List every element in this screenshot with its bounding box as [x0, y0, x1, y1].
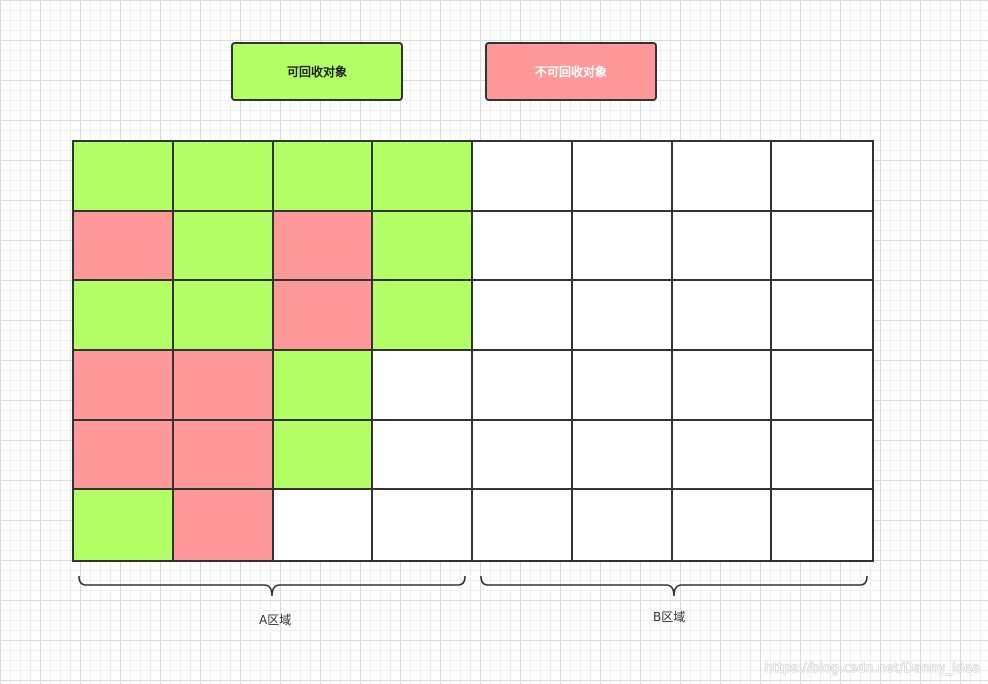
legend-recyclable-label: 可回收对象: [286, 65, 347, 79]
legend-non-recyclable-label: 不可回收对象: [534, 65, 607, 79]
recyclable-cell: [373, 211, 473, 282]
empty-cell: [772, 142, 872, 212]
recyclable-cell: [173, 281, 274, 351]
empty-cell: [572, 490, 673, 560]
recyclable-cell: [273, 142, 374, 212]
recyclable-cell: [373, 142, 473, 212]
legend-recyclable: 可回收对象: [231, 42, 403, 101]
non-recyclable-cell: [173, 490, 274, 560]
watermark: https://blog.csdn.net/Danny_idea: [764, 661, 980, 676]
recyclable-cell: [173, 211, 274, 282]
region-b-label: B区域: [653, 610, 686, 624]
empty-cell: [572, 281, 673, 351]
empty-cell: [672, 420, 773, 491]
empty-cell: [473, 142, 573, 212]
non-recyclable-cell: [173, 350, 274, 421]
empty-cell: [772, 420, 872, 491]
empty-cell: [672, 281, 773, 351]
empty-cell: [572, 420, 673, 491]
recyclable-cell: [173, 142, 274, 212]
legend-non-recyclable: 不可回收对象: [485, 42, 657, 101]
non-recyclable-cell: [173, 420, 274, 491]
empty-cell: [572, 350, 673, 421]
memory-grid: [72, 140, 874, 562]
recyclable-cell: [74, 281, 174, 351]
empty-cell: [672, 350, 773, 421]
region-a-label: A区域: [259, 613, 292, 627]
empty-cell: [672, 142, 773, 212]
recyclable-cell: [373, 281, 473, 351]
empty-cell: [572, 142, 673, 212]
region-a-brace: [78, 575, 466, 597]
empty-cell: [772, 490, 872, 560]
recyclable-cell: [273, 420, 374, 491]
empty-cell: [473, 350, 573, 421]
non-recyclable-cell: [74, 211, 174, 282]
recyclable-cell: [74, 142, 174, 212]
non-recyclable-cell: [273, 281, 374, 351]
empty-cell: [772, 281, 872, 351]
empty-cell: [672, 490, 773, 560]
empty-cell: [373, 490, 473, 560]
empty-cell: [572, 211, 673, 282]
empty-cell: [473, 211, 573, 282]
empty-cell: [672, 211, 773, 282]
empty-cell: [473, 281, 573, 351]
empty-cell: [772, 211, 872, 282]
recyclable-cell: [74, 490, 174, 560]
non-recyclable-cell: [273, 211, 374, 282]
empty-cell: [373, 420, 473, 491]
recyclable-cell: [273, 350, 374, 421]
region-b-brace: [480, 575, 868, 597]
empty-cell: [273, 490, 374, 560]
empty-cell: [473, 420, 573, 491]
empty-cell: [373, 350, 473, 421]
empty-cell: [473, 490, 573, 560]
non-recyclable-cell: [74, 350, 174, 421]
non-recyclable-cell: [74, 420, 174, 491]
empty-cell: [772, 350, 872, 421]
